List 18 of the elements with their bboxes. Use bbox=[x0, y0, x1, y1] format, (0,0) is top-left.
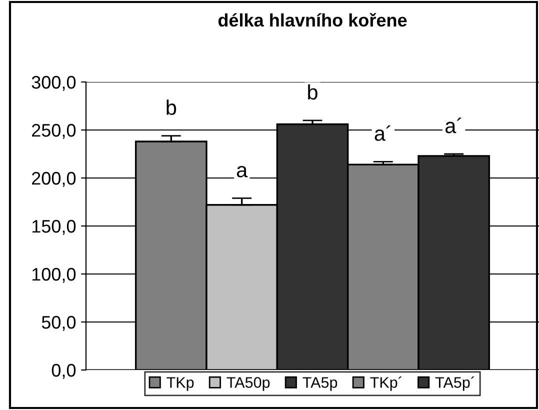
legend-label: TA5p´ bbox=[435, 376, 474, 391]
y-tick-label: 100,0 bbox=[32, 268, 76, 283]
y-tick-label: 0,0 bbox=[52, 364, 76, 379]
legend-label: TKp bbox=[166, 377, 194, 391]
annotation: a´ bbox=[374, 125, 391, 141]
y-tick-label: 150,0 bbox=[32, 220, 76, 235]
legend-label: TA50p bbox=[226, 377, 270, 391]
y-tick-label: 200,0 bbox=[32, 172, 76, 187]
y-tick-label: 250,0 bbox=[32, 124, 76, 139]
y-tick-label: 300,0 bbox=[32, 76, 76, 91]
legend-label: TA5p bbox=[302, 377, 338, 391]
legend-label: TKp´ bbox=[370, 376, 402, 391]
annotation: a´ bbox=[445, 118, 462, 134]
annotation: a bbox=[236, 166, 248, 178]
y-tick-label: 50,0 bbox=[42, 316, 76, 331]
annotation: b bbox=[308, 84, 318, 100]
annotation: b bbox=[166, 100, 176, 115]
chart-title: délka hlavního kořene bbox=[218, 12, 407, 27]
